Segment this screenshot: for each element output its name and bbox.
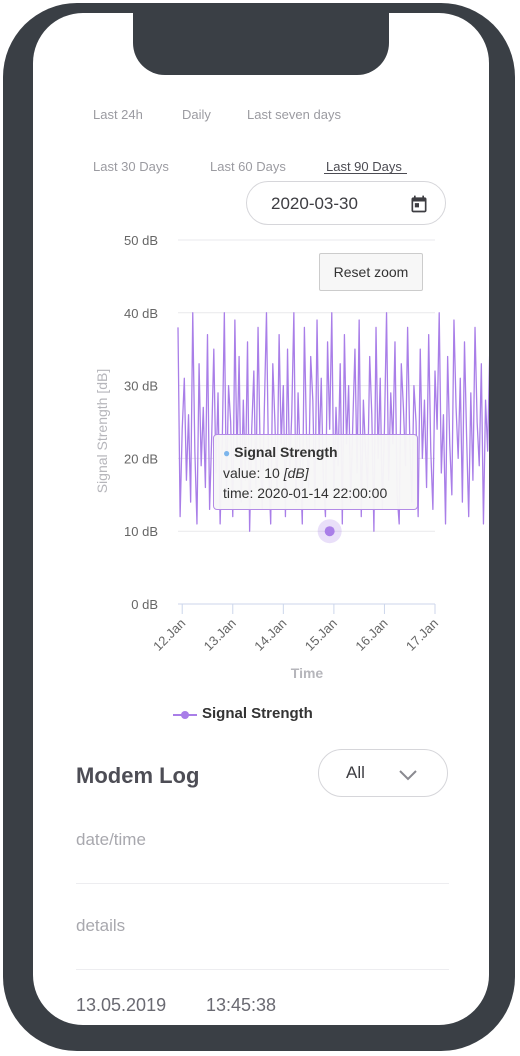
active-tab-underline [324, 173, 407, 174]
y-tick-label: 0 dB [131, 597, 158, 612]
x-axis-label: Time [291, 665, 324, 681]
calendar-icon[interactable] [409, 194, 429, 214]
modem-log-title: Modem Log [76, 763, 200, 788]
range-tab-daily[interactable]: Daily [182, 107, 211, 122]
tooltip-unit: [dB] [283, 465, 309, 481]
date-picker[interactable]: 2020-03-30 [246, 181, 446, 225]
chart-tooltip: ● Signal Strength value: 10 [dB] time: 2… [213, 434, 418, 510]
phone-frame: Last 24h Daily Last seven days Last 30 D… [3, 3, 515, 1051]
tooltip-time: 2020-01-14 22:00:00 [257, 485, 388, 501]
x-tick-label: 15.Jan [302, 616, 340, 654]
tooltip-series-dot: ● [223, 446, 231, 460]
range-tab-last-seven-days[interactable]: Last seven days [247, 107, 341, 122]
range-tab-last-90-days[interactable]: Last 90 Days [326, 159, 402, 174]
range-tab-last-24h[interactable]: Last 24h [93, 107, 143, 122]
reset-zoom-button[interactable]: Reset zoom [319, 253, 423, 291]
highlight-point[interactable] [324, 526, 335, 537]
tooltip-value: 10 [264, 465, 280, 481]
date-picker-value: 2020-03-30 [271, 194, 358, 213]
app-screen: Last 24h Daily Last seven days Last 30 D… [33, 13, 489, 1025]
log-divider [76, 969, 449, 970]
y-axis-label: Signal Strength [dB] [94, 369, 110, 494]
log-row-time: 13:45:38 [206, 995, 277, 1015]
legend-label: Signal Strength [202, 705, 313, 722]
tooltip-value-label: value: [223, 465, 261, 481]
range-tab-last-30-days[interactable]: Last 30 Days [93, 159, 169, 174]
x-tick-label: 14.Jan [251, 616, 289, 654]
range-tab-last-60-days[interactable]: Last 60 Days [210, 159, 286, 174]
log-filter-value: All [346, 763, 365, 782]
x-tick-label: 13.Jan [201, 616, 239, 654]
log-row-date: 13.05.2019 [76, 995, 167, 1015]
x-tick-label: 12.Jan [150, 616, 188, 654]
phone-notch [133, 13, 389, 75]
x-tick-label: 17.Jan [403, 616, 441, 654]
y-tick-label: 40 dB [124, 306, 158, 321]
column-header-details: details [76, 916, 126, 935]
column-header-date-time: date/time [76, 830, 146, 849]
log-divider [76, 883, 449, 884]
log-filter-select[interactable]: All [318, 749, 448, 797]
y-tick-label: 10 dB [124, 524, 158, 539]
y-tick-label: 30 dB [124, 379, 158, 394]
y-tick-label: 50 dB [124, 233, 158, 248]
y-tick-label: 20 dB [124, 451, 158, 466]
x-tick-label: 16.Jan [352, 616, 390, 654]
chevron-down-icon [399, 770, 417, 781]
tooltip-series-name: Signal Strength [234, 444, 338, 460]
signal-strength-chart[interactable]: 0 dB 10 dB 20 dB 30 dB 40 dB 50 dB 12.Jan 13.J… [33, 13, 489, 713]
tooltip-time-label: time: [223, 485, 254, 501]
legend-line-icon [173, 711, 197, 719]
